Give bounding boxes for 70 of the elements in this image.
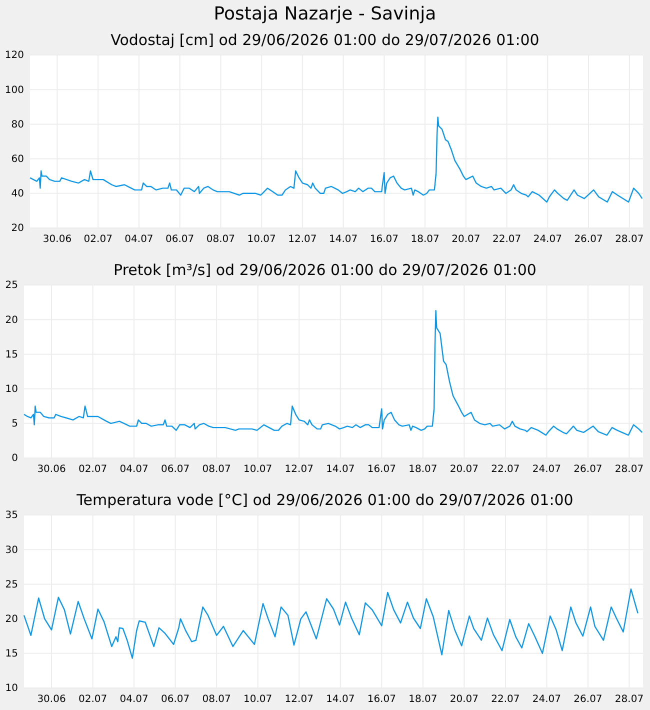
y-tick-label: 5 [12, 418, 18, 430]
line-series [29, 116, 643, 203]
x-tick-label: 04.07 [124, 234, 154, 246]
x-tick-label: 20.07 [452, 234, 480, 246]
y-tick-label: 15 [5, 349, 18, 360]
y-tick-label: 30 [5, 544, 18, 556]
x-tick-label: 16.07 [367, 464, 396, 476]
x-tick-label: 18.07 [408, 464, 438, 476]
x-tick-label: 28.07 [614, 464, 644, 476]
x-tick-label: 12.07 [288, 234, 317, 246]
chart-title: Pretok [m³/s] od 29/06/2026 01:00 do 29/07/2026 01:00 [114, 261, 536, 279]
x-tick-label: 18.07 [408, 694, 438, 706]
x-tick-label: 30.06 [37, 694, 66, 706]
x-tick-label: 26.07 [574, 464, 602, 476]
x-tick-label: 18.07 [410, 234, 440, 246]
chart-title: Temperatura vode [°C] od 29/06/2026 01:00 do 29/07/2026 01:00 [76, 491, 574, 509]
y-tick-label: 60 [11, 154, 24, 165]
y-tick-label: 120 [4, 50, 24, 62]
y-tick-label: 10 [5, 683, 18, 694]
x-tick-label: 10.07 [247, 234, 276, 246]
y-tick-label: 25 [5, 280, 18, 292]
x-tick-label: 12.07 [284, 464, 314, 476]
x-tick-label: 22.07 [492, 234, 522, 246]
x-tick-label: 20.07 [450, 694, 478, 706]
x-tick-label: 22.07 [491, 464, 520, 476]
x-tick-label: 14.07 [328, 234, 358, 246]
chart-subtitle: Vodostaj [cm] od 29/06/2026 01:00 do 29/07/2026 01:00 [110, 31, 540, 49]
x-tick-label: 26.07 [574, 234, 603, 246]
y-tick-label: 20 [5, 314, 18, 326]
y-tick-label: 40 [11, 188, 24, 200]
x-tick-label: 02.07 [78, 694, 108, 706]
y-tick-label: 35 [5, 510, 18, 522]
y-tick-label: 100 [4, 84, 24, 96]
y-tick-label: 10 [5, 384, 18, 395]
x-tick-label: 28.07 [615, 234, 644, 246]
x-tick-label: 24.07 [533, 234, 562, 246]
y-tick-label: 20 [5, 614, 18, 625]
x-tick-label: 14.07 [326, 464, 355, 476]
x-tick-label: 12.07 [284, 694, 314, 706]
x-tick-label: 24.07 [532, 694, 562, 706]
line-series [23, 588, 638, 659]
y-tick-label: 15 [5, 648, 18, 660]
chart-title: Postaja Nazarje - Savinja [214, 4, 436, 24]
x-tick-label: 08.07 [202, 464, 231, 476]
x-tick-label: 30.06 [42, 234, 72, 246]
x-tick-label: 28.07 [614, 694, 644, 706]
y-tick-label: 0 [12, 453, 18, 464]
x-tick-label: 30.06 [37, 464, 66, 476]
x-tick-label: 06.07 [166, 234, 194, 246]
x-tick-label: 06.07 [160, 694, 190, 706]
x-tick-label: 20.07 [450, 464, 478, 476]
x-tick-label: 22.07 [491, 694, 520, 706]
y-tick-label: 20 [11, 223, 24, 234]
x-tick-label: 24.07 [532, 464, 562, 476]
x-tick-label: 10.07 [244, 464, 272, 476]
x-tick-label: 06.07 [160, 464, 190, 476]
x-tick-label: 14.07 [326, 694, 355, 706]
x-tick-label: 16.07 [367, 694, 396, 706]
x-tick-label: 02.07 [78, 464, 108, 476]
x-tick-label: 08.07 [206, 234, 236, 246]
x-tick-label: 16.07 [370, 234, 398, 246]
x-tick-label: 26.07 [574, 694, 602, 706]
x-tick-label: 08.07 [202, 694, 231, 706]
y-tick-label: 80 [11, 119, 24, 130]
x-tick-label: 04.07 [120, 464, 148, 476]
x-tick-label: 02.07 [84, 234, 112, 246]
line-series [23, 310, 643, 436]
x-tick-label: 10.07 [244, 694, 272, 706]
y-tick-label: 25 [5, 579, 18, 590]
x-tick-label: 04.07 [120, 694, 148, 706]
